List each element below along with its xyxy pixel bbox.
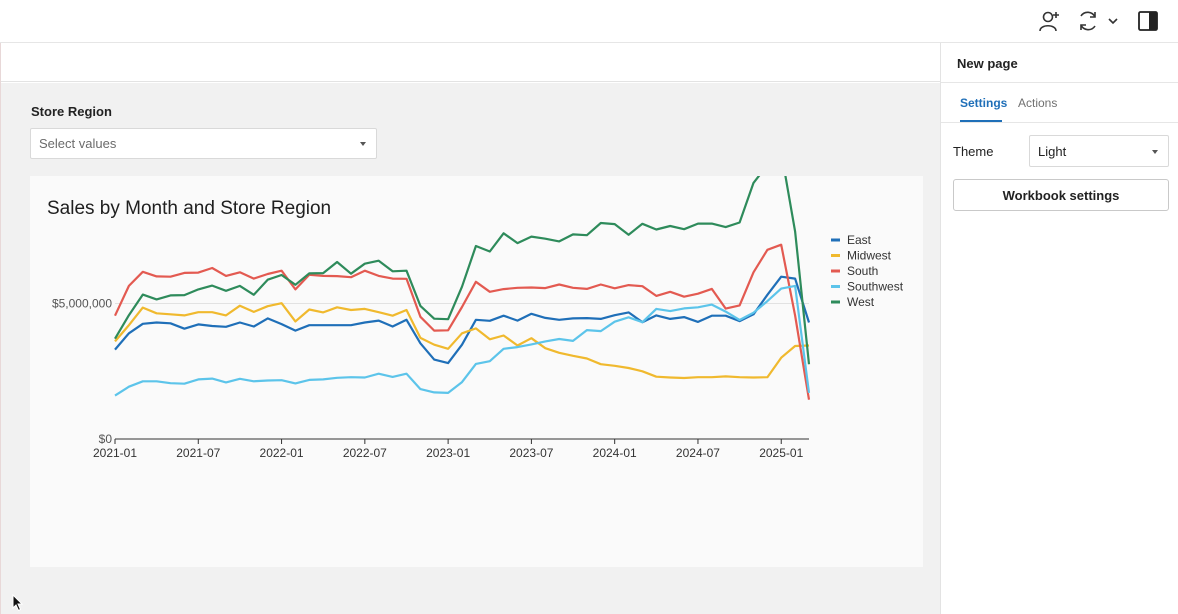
divider [941,82,1178,83]
top-toolbar [0,0,1178,43]
caret-down-icon [1152,150,1158,154]
chart-title: Sales by Month and Store Region [47,198,332,219]
x-tick-label: 2025-01 [759,446,803,460]
series-line-southwest [114,284,811,397]
panel-title: New page [957,56,1018,71]
x-tick-label: 2022-07 [343,446,387,460]
chevron-down-icon[interactable] [1103,8,1123,34]
chart-card[interactable]: Sales by Month and Store Region $0 $5,000… [30,176,923,567]
tab-active-indicator [960,120,1002,122]
legend-label-west: West [847,295,875,309]
series-line-south [114,243,811,400]
tab-settings[interactable]: Settings [960,96,1008,110]
mouse-cursor-icon [12,594,24,612]
panel-toggle-icon[interactable] [1135,8,1161,34]
page-canvas: Store Region Select values Sales by Mont… [0,83,940,614]
x-tick-label: 2021-01 [93,446,137,460]
refresh-icon[interactable] [1075,8,1101,34]
tab-actions[interactable]: Actions [1018,96,1058,110]
caret-down-icon [360,142,366,146]
x-tick-label: 2024-07 [676,446,720,460]
left-edge [0,43,1,614]
series-line-west [114,176,811,365]
x-tick-label: 2023-07 [509,446,553,460]
select-placeholder: Select values [39,136,117,151]
legend-label-east: East [847,233,872,247]
filter-label: Store Region [31,104,112,119]
theme-select[interactable]: Light [1029,135,1169,167]
workbook-settings-button[interactable]: Workbook settings [953,179,1169,211]
legend-label-midwest: Midwest [847,249,892,263]
add-user-icon[interactable] [1037,8,1063,34]
series-line-east [114,275,811,365]
series-line-midwest [114,302,810,380]
x-tick-label: 2022-01 [260,446,304,460]
theme-value: Light [1038,144,1067,159]
y-tick-label: $0 [99,432,113,446]
properties-panel: New page Settings Actions Theme Light Wo… [940,43,1178,614]
line-chart[interactable]: $0$5,000,000$10,000,0002021-012021-07202… [30,176,923,567]
store-region-select[interactable]: Select values [30,128,377,159]
x-tick-label: 2023-01 [426,446,470,460]
y-tick-label: $5,000,000 [52,297,112,311]
x-tick-label: 2021-07 [176,446,220,460]
divider [941,122,1178,123]
page-tab-bar [0,43,940,82]
legend-label-south: South [847,264,878,278]
legend-label-southwest: Southwest [847,280,904,294]
theme-label: Theme [953,144,994,159]
x-tick-label: 2024-01 [593,446,637,460]
